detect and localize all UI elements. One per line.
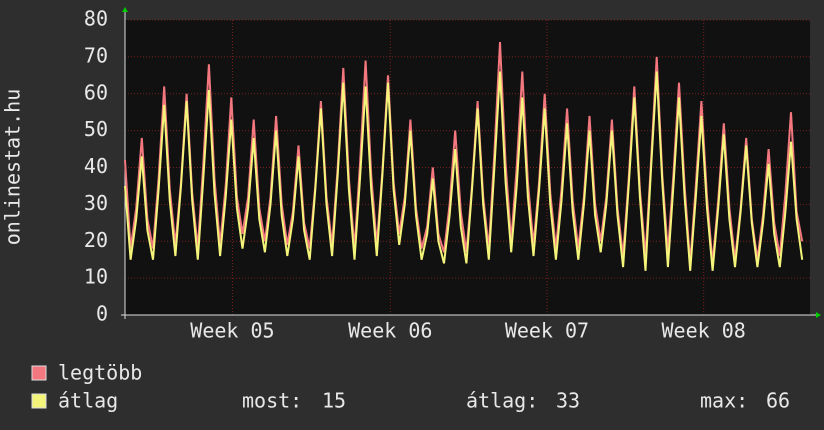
axis-arrow	[122, 7, 128, 12]
y-tick-label: 80	[84, 7, 108, 31]
x-tick-label: Week 08	[662, 319, 746, 343]
y-tick-label: 10	[84, 265, 108, 289]
y-tick-label: 30	[84, 191, 108, 215]
legend-label: legtöbb	[58, 361, 142, 385]
axis-arrow	[816, 312, 821, 318]
stat-value: 66	[766, 389, 790, 413]
x-tick-label: Week 07	[505, 319, 589, 343]
x-tick-label: Week 06	[348, 319, 432, 343]
stat-value: 33	[556, 389, 580, 413]
stat-label: max:	[700, 389, 748, 413]
y-tick-label: 70	[84, 43, 108, 67]
y-tick-label: 0	[96, 302, 108, 326]
stat-value: 15	[322, 389, 346, 413]
stat-label: átlag:	[466, 389, 538, 413]
legend-swatch	[31, 393, 47, 409]
y-tick-label: 20	[84, 228, 108, 252]
y-axis-label: onlinestat.hu	[1, 89, 25, 246]
series-line	[124, 71, 804, 271]
legend-swatch	[31, 365, 47, 381]
legend-label: átlag	[58, 389, 118, 413]
y-tick-label: 60	[84, 80, 108, 104]
stat-label: most:	[242, 389, 302, 413]
y-tick-label: 50	[84, 117, 108, 141]
y-tick-label: 40	[84, 154, 108, 178]
x-tick-label: Week 05	[190, 319, 274, 343]
